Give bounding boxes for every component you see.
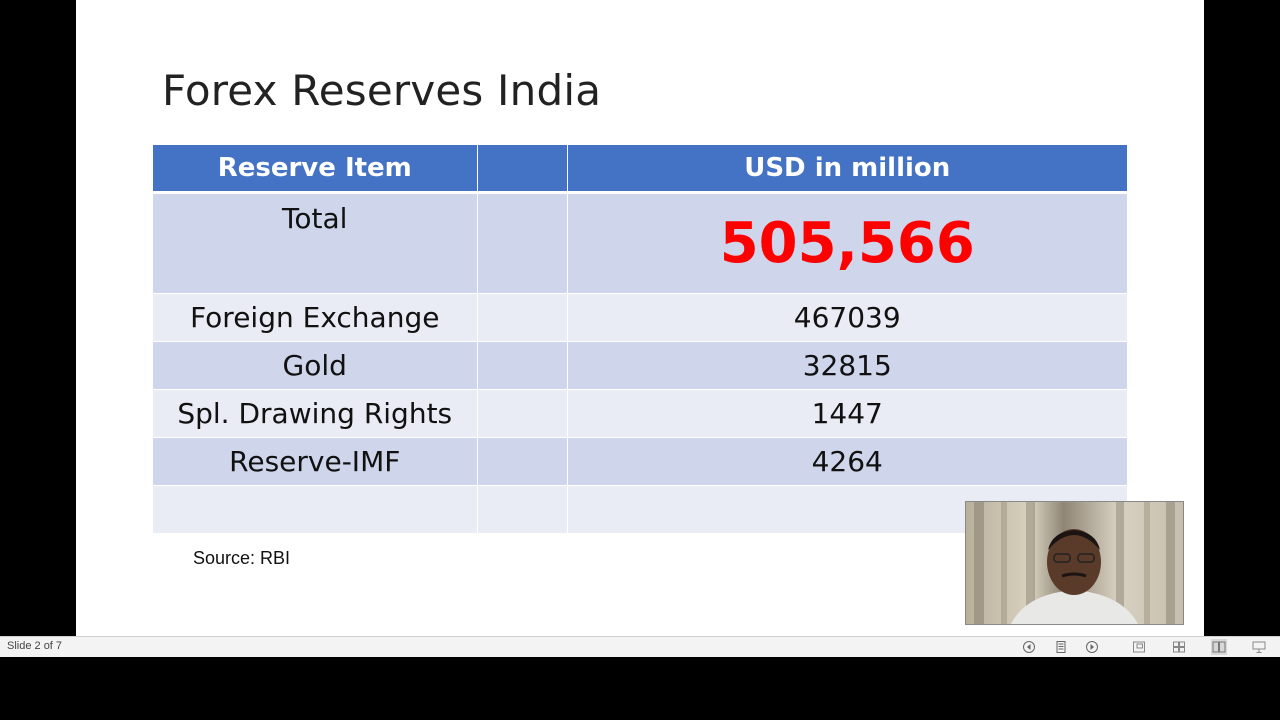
table-row: Gold 32815 bbox=[153, 341, 1127, 390]
table-row: Reserve-IMF 4264 bbox=[153, 437, 1127, 486]
table-cell-empty bbox=[477, 485, 568, 534]
header-reserve-item: Reserve Item bbox=[153, 145, 478, 194]
reading-view-icon[interactable] bbox=[1211, 639, 1227, 655]
slide-canvas: Forex Reserves India Reserve Item USD in… bbox=[76, 0, 1204, 636]
source-note: Source: RBI bbox=[193, 548, 291, 568]
next-slide-icon[interactable] bbox=[1084, 639, 1100, 655]
table-row: Spl. Drawing Rights 1447 bbox=[153, 389, 1127, 438]
table-cell-empty bbox=[477, 192, 568, 294]
row-value: 32815 bbox=[567, 341, 1127, 390]
table-row-total: Total 505,566 bbox=[153, 192, 1127, 294]
reserves-table: Reserve Item USD in million Total 505,56… bbox=[153, 145, 1127, 534]
slide-menu-icon[interactable] bbox=[1053, 639, 1069, 655]
total-label: Total bbox=[153, 192, 478, 294]
table-cell-empty bbox=[477, 293, 568, 342]
slide-show-icon[interactable] bbox=[1251, 639, 1267, 655]
row-item-label: Foreign Exchange bbox=[153, 293, 478, 342]
previous-slide-icon[interactable] bbox=[1021, 639, 1037, 655]
table-cell-empty bbox=[477, 389, 568, 438]
slide-counter: Slide 2 of 7 bbox=[7, 640, 63, 652]
row-item-label: Spl. Drawing Rights bbox=[153, 389, 478, 438]
header-usd-in-million: USD in million bbox=[567, 145, 1127, 194]
row-value: 4264 bbox=[567, 437, 1127, 486]
row-item-label: Gold bbox=[153, 341, 478, 390]
table-row-blank bbox=[153, 485, 1127, 534]
slide-sorter-icon[interactable] bbox=[1171, 639, 1187, 655]
header-empty bbox=[477, 145, 568, 194]
table-cell-empty bbox=[477, 437, 568, 486]
row-value: 467039 bbox=[567, 293, 1127, 342]
table-cell-empty bbox=[153, 485, 478, 534]
row-value: 1447 bbox=[567, 389, 1127, 438]
slide-title: Forex Reserves India bbox=[162, 66, 602, 115]
row-item-label: Reserve-IMF bbox=[153, 437, 478, 486]
status-bar: Slide 2 of 7 bbox=[0, 636, 1280, 657]
presenter-webcam-video bbox=[965, 501, 1184, 625]
table-cell-empty bbox=[477, 341, 568, 390]
total-value: 505,566 bbox=[567, 192, 1127, 294]
normal-view-icon[interactable] bbox=[1131, 639, 1147, 655]
table-row: Foreign Exchange 467039 bbox=[153, 293, 1127, 342]
table-header-row: Reserve Item USD in million bbox=[153, 145, 1127, 194]
